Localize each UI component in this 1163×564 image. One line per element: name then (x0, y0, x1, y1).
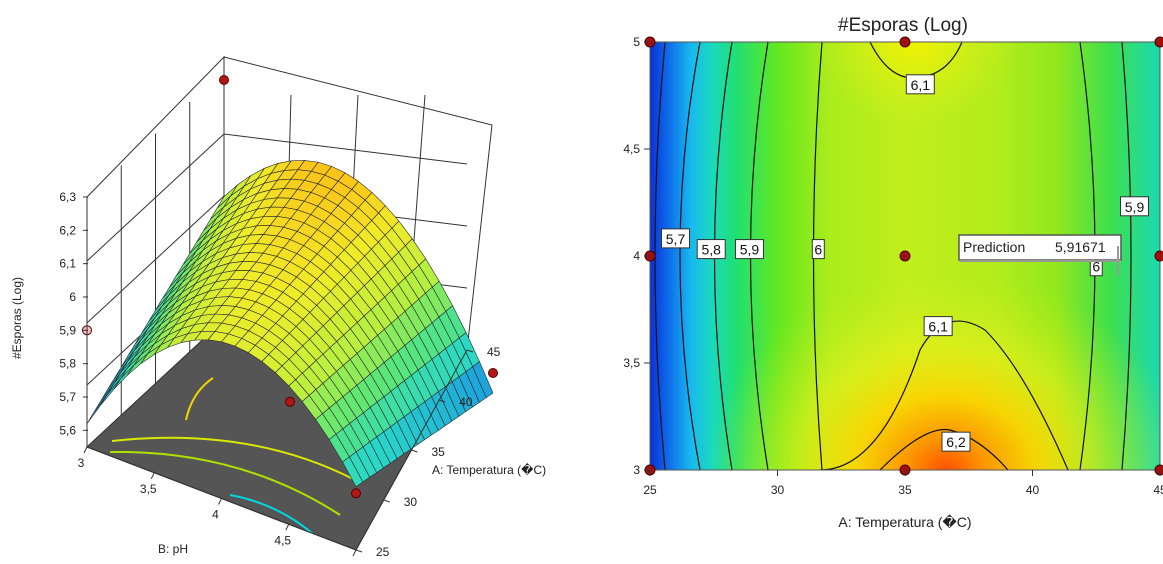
y-tick-mark (150, 472, 155, 479)
y-tick-label: 5 (633, 35, 640, 49)
contour-label: 5,9 (1125, 199, 1145, 215)
design-point (1154, 250, 1163, 262)
z-tick-label: 6,2 (59, 223, 76, 237)
design-point (488, 368, 498, 378)
x-tick-mark (383, 499, 390, 503)
contour-label-box (923, 316, 953, 337)
x-tick-label: 45 (487, 345, 501, 359)
response-surface (86, 160, 494, 488)
y-tick-mark (83, 446, 88, 454)
contour-label-box (905, 74, 935, 95)
design-point (1154, 36, 1163, 48)
y-tick-label: 4 (633, 249, 640, 263)
y-tick-mark (352, 549, 357, 557)
contour-plot-panel: #Esporas (Log) 5,7 5,8 5,9 6 6,1 6,1 6,2 5,9 6 P… (590, 0, 1163, 559)
prediction-flag: Prediction 5,91671 (958, 234, 1122, 276)
contour-label: 5,7 (666, 231, 686, 247)
x-tick-label: 30 (771, 483, 785, 497)
surface-plot-panel: 5,6 5,7 5,8 5,9 6 6,1 6,2 6,3 25 30 35 40 45 3 3,5 4 4,5… (10, 55, 546, 564)
design-point (219, 75, 229, 85)
design-point (1154, 464, 1163, 476)
y-tick-label: 4 (212, 508, 219, 522)
x-tick-label: 40 (459, 395, 473, 409)
z-tick-label: 5,8 (59, 357, 76, 371)
x-tick-label: 40 (1026, 483, 1040, 497)
z-tick-label: 5,9 (59, 323, 76, 337)
contour-title: #Esporas (Log) (838, 15, 968, 36)
contour-label-box (1120, 196, 1149, 217)
x-tick-label: 35 (898, 483, 912, 497)
design-point (899, 36, 911, 48)
contour-label: 6 (814, 242, 822, 258)
contour-x-axis-label: A: Temperatura (�C) (838, 514, 971, 530)
z-tick-label: 6,1 (59, 257, 76, 271)
x-tick-mark (355, 549, 363, 553)
x-tick-mark (411, 449, 418, 453)
y-tick-label: 3 (78, 456, 85, 470)
contour-labels: 5,7 5,8 5,9 6 6,1 6,1 6,2 5,9 6 (661, 74, 1149, 452)
contour-label-box (941, 431, 971, 452)
contour-label: 5,9 (740, 242, 760, 258)
surface-facet (100, 378, 122, 406)
surface-plot-svg: 5,6 5,7 5,8 5,9 6 6,1 6,2 6,3 25 30 35 40 45 3 3,5 4 4,5… (10, 55, 546, 564)
z-axis-label: #Esporas (Log) (10, 277, 24, 359)
contour-label-box (734, 239, 764, 260)
contour-axis-ticks: 25 30 35 40 45 3 3,5 4 4,5 5 (623, 35, 1163, 497)
contour-label-box (696, 239, 726, 260)
contour-label: 6,1 (911, 77, 931, 93)
x-tick-mark (439, 399, 446, 403)
prediction-value: 5,91671 (1055, 239, 1106, 255)
x-tick-mark (466, 349, 474, 353)
prediction-label: Prediction (963, 239, 1025, 255)
x-tick-label: 25 (376, 545, 390, 559)
y-tick-mark (218, 498, 222, 505)
y-tick-label: 3,5 (140, 482, 157, 496)
x-tick-label: 45 (1153, 483, 1163, 497)
axis-ticks-3d: 5,6 5,7 5,8 5,9 6 6,1 6,2 6,3 25 30 35 40 45 3 3,5 4 4,5… (59, 190, 501, 564)
contour-label-box (661, 228, 690, 249)
surface-facet (342, 456, 364, 488)
design-point (899, 250, 911, 262)
contour-label: 6,1 (928, 319, 948, 335)
z-tick-label: 6 (69, 290, 76, 304)
x-axis-label: A: Temperatura (�C) (432, 463, 546, 477)
contour-plot-svg: #Esporas (Log) 5,7 5,8 5,9 6 6,1 6,1 6,2 5,9 6 P… (623, 15, 1163, 530)
design-point (351, 488, 361, 499)
z-tick-label: 6,3 (59, 190, 76, 204)
wall-grid-line (86, 195, 225, 324)
x-tick-label: 30 (404, 495, 418, 509)
contour-label: 6 (1092, 259, 1100, 275)
contour-label: 5,8 (701, 242, 721, 258)
wall-grid-line (86, 133, 225, 262)
contour-label: 6,2 (946, 434, 966, 450)
y-tick-mark (285, 524, 290, 531)
z-tick-label: 5,6 (59, 423, 76, 437)
contour-label-box (811, 239, 825, 260)
y-tick-label: 3,5 (623, 356, 640, 370)
z-tick-label: 5,7 (59, 390, 76, 404)
x-tick-label: 25 (643, 483, 657, 497)
y-tick-label: 4,5 (274, 533, 291, 547)
wall-grid-line (223, 133, 468, 165)
y-tick-label: 3 (633, 463, 640, 477)
y-tick-label: 4,5 (623, 142, 640, 156)
x-tick-label: 35 (432, 445, 446, 459)
y-axis-label: B: pH (158, 542, 188, 556)
design-point (285, 396, 295, 407)
